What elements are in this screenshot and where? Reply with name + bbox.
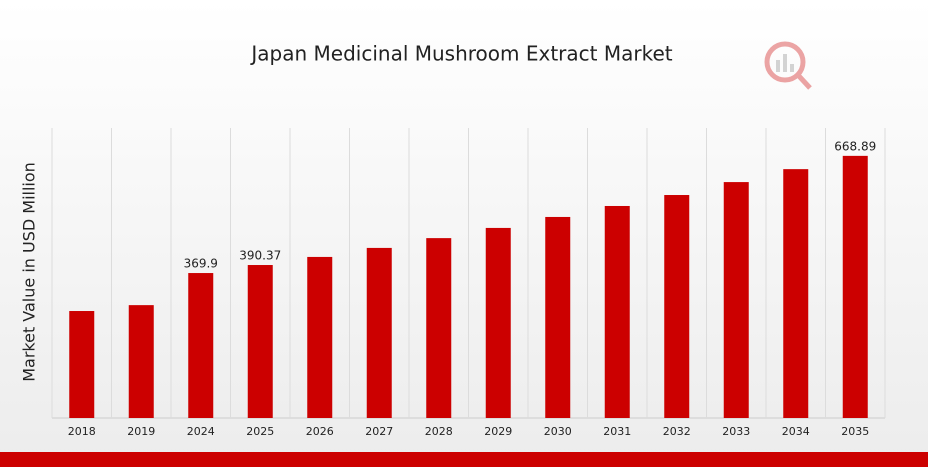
bar: [664, 195, 690, 418]
bar: [69, 311, 95, 418]
data-label: 390.37: [239, 249, 281, 263]
x-tick-label: 2031: [603, 425, 631, 438]
bar: [366, 247, 392, 418]
x-tick-label: 2030: [544, 425, 572, 438]
bar: [426, 238, 452, 418]
x-tick-label: 2024: [187, 425, 215, 438]
x-tick-label: 2025: [246, 425, 274, 438]
x-tick-label: 2019: [127, 425, 155, 438]
x-tick-label: 2029: [484, 425, 512, 438]
logo: [764, 41, 812, 90]
x-tick-label: 2027: [365, 425, 393, 438]
bar: [188, 273, 214, 418]
bar: [247, 265, 273, 418]
bar: [307, 256, 333, 418]
x-tick-label: 2033: [722, 425, 750, 438]
x-tick-label: 2034: [782, 425, 810, 438]
chart-title: Japan Medicinal Mushroom Extract Market: [249, 42, 672, 66]
x-tick-label: 2028: [425, 425, 453, 438]
bar: [783, 169, 809, 418]
bar: [604, 205, 630, 418]
bar: [545, 216, 571, 418]
x-tick-label: 2026: [306, 425, 334, 438]
data-label: 668.89: [834, 139, 876, 153]
x-tick-label: 2032: [663, 425, 691, 438]
bar: [842, 155, 868, 418]
x-tick-label: 2035: [841, 425, 869, 438]
y-axis-label: Market Value in USD Million: [20, 162, 39, 382]
bar: [128, 305, 154, 418]
footer-band: [0, 452, 928, 467]
bar: [485, 227, 511, 418]
data-label: 369.9: [184, 257, 218, 271]
x-tick-label: 2018: [68, 425, 96, 438]
bar: [723, 182, 749, 418]
